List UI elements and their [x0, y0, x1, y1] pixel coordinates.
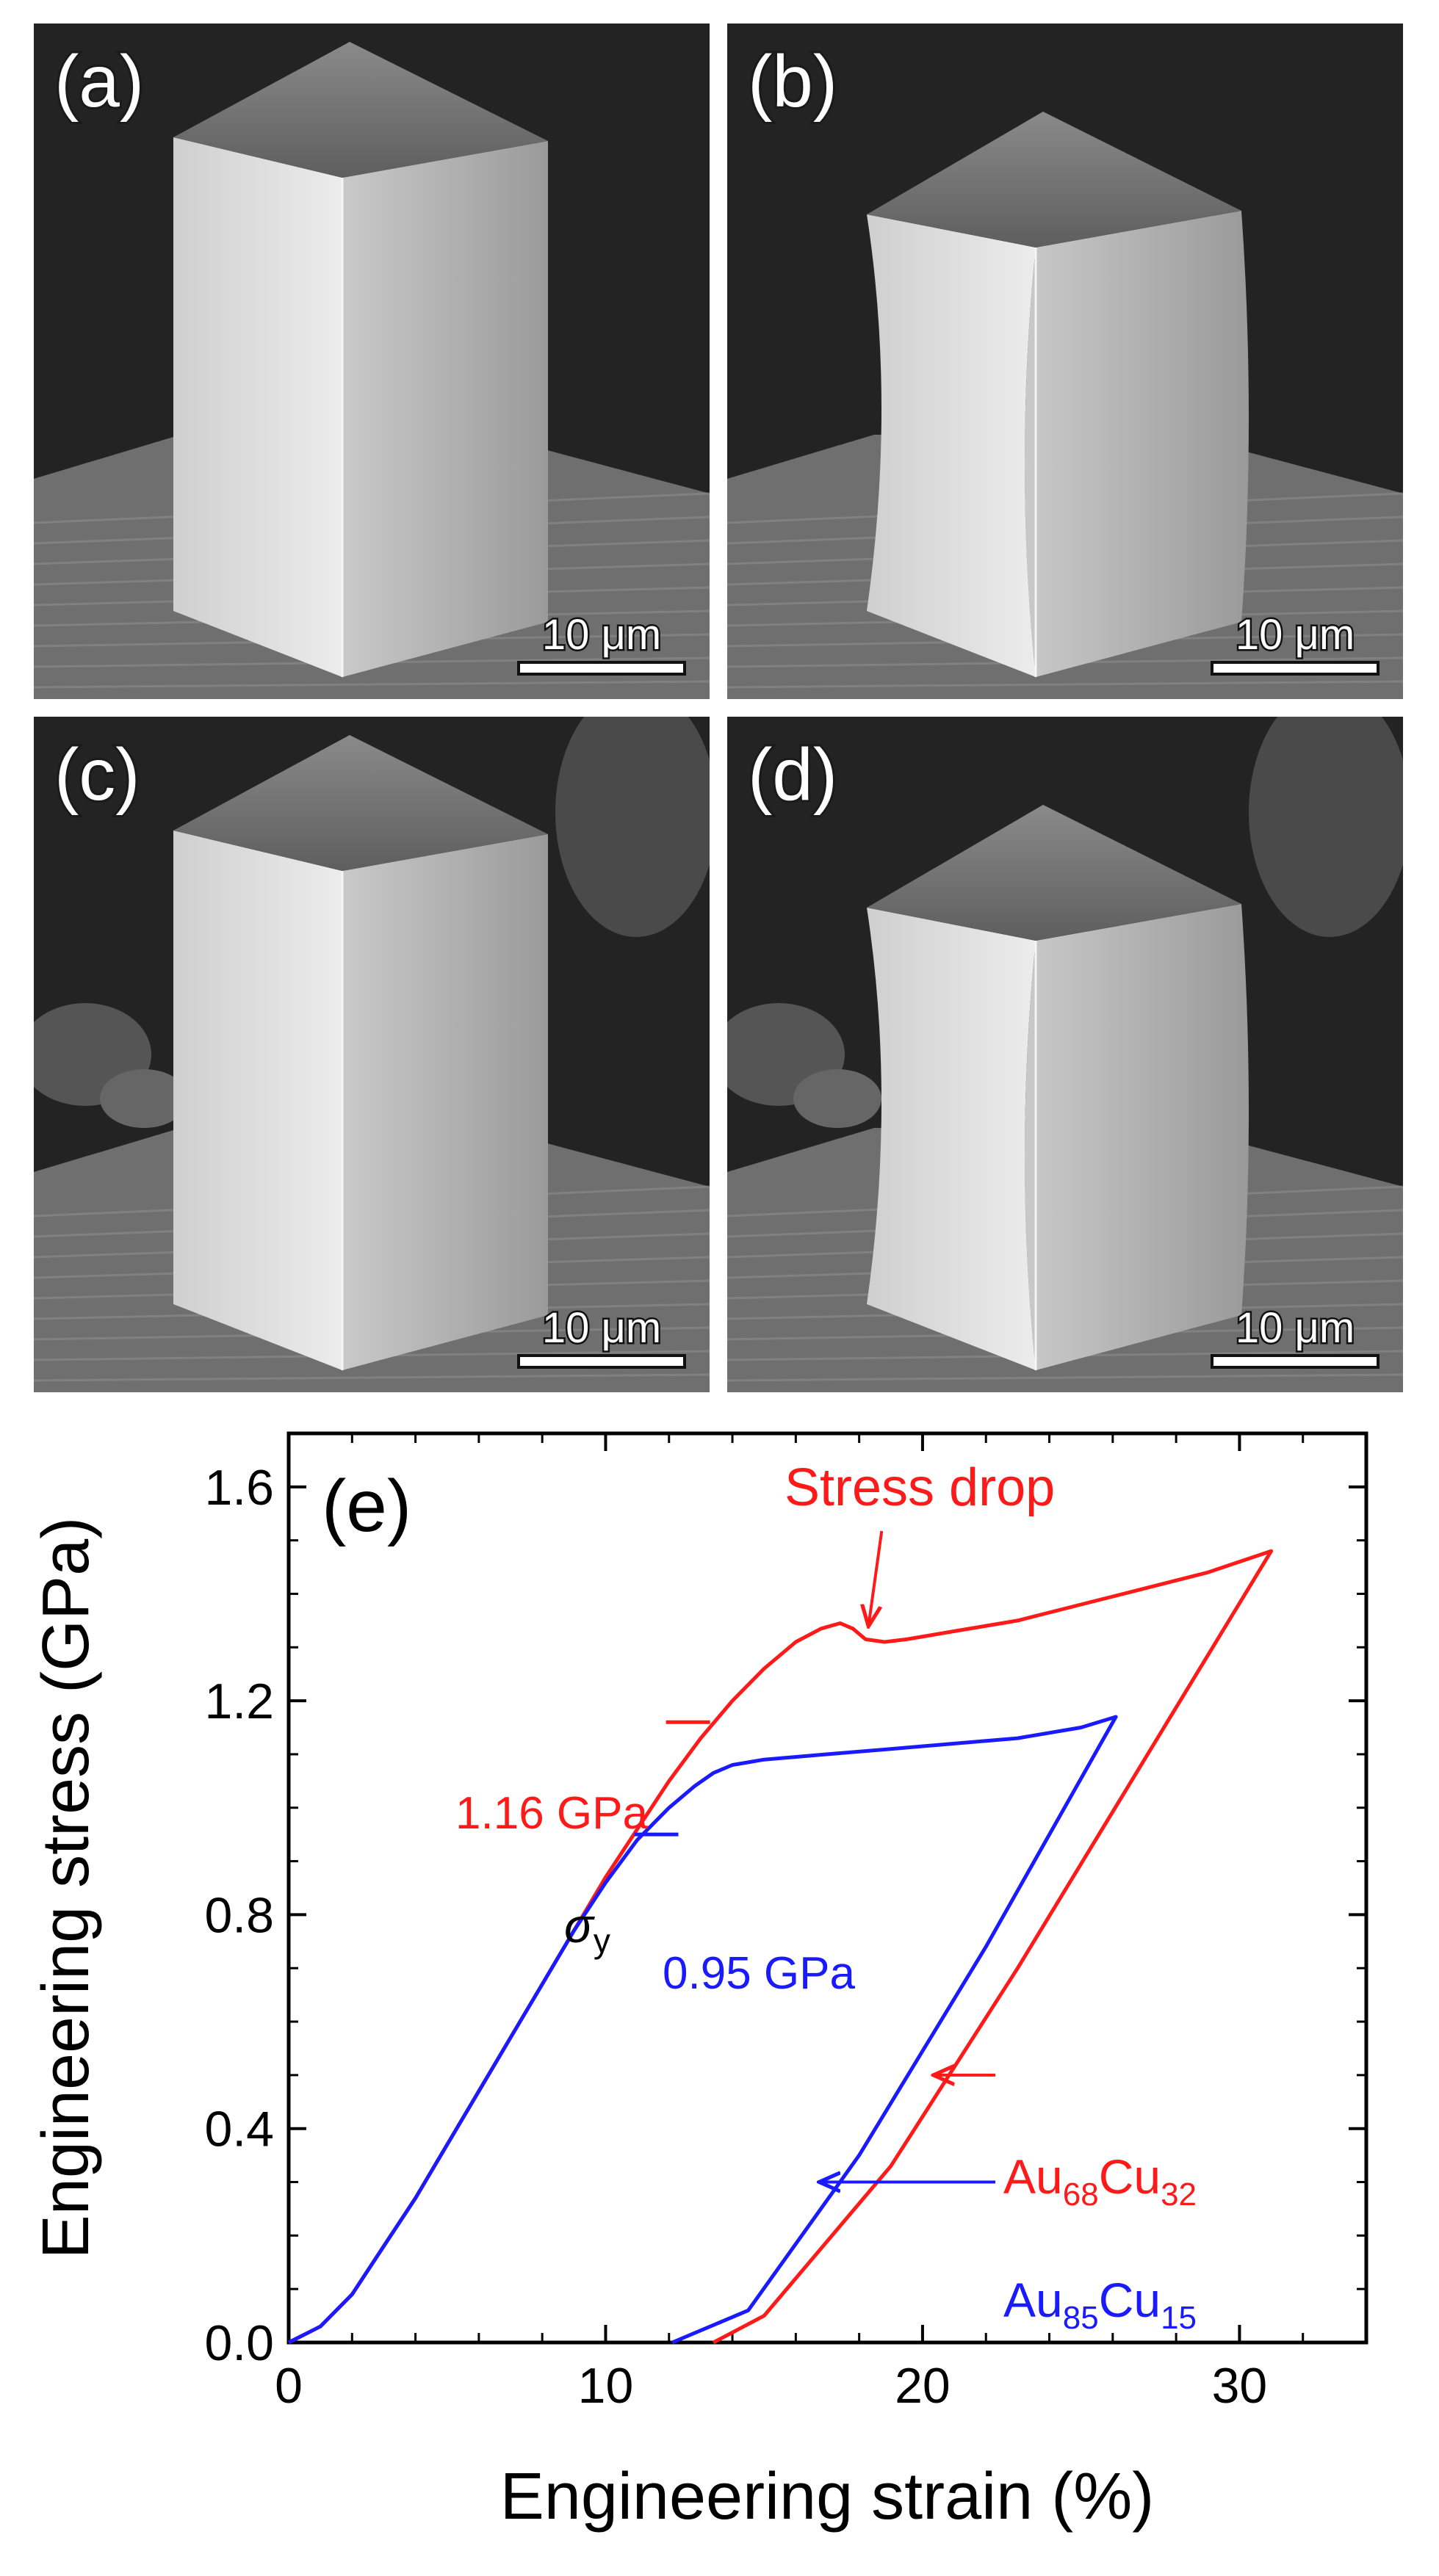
panel-label: (d): [746, 731, 840, 818]
substrate-ridge: [34, 1373, 710, 1382]
scale-bar-label: 10 μm: [1233, 1304, 1356, 1352]
scale-bar-line: [1211, 1354, 1380, 1369]
y-tick-label: 0.0: [204, 2315, 274, 2371]
substrate-ridge: [727, 1373, 1403, 1382]
sigma-y-label: σy: [564, 1898, 610, 1960]
pillar-top-face: [867, 112, 1241, 247]
background-debris: [100, 1069, 188, 1128]
pillar-image: [727, 717, 1403, 1392]
scale-bar-label: 10 μm: [1233, 611, 1356, 659]
pillar-right-face: [342, 834, 548, 1370]
pillar-left-face: [173, 137, 342, 677]
plot-frame: [286, 1431, 1368, 2345]
substrate-ridge: [34, 680, 710, 689]
series-line-au85cu15: [287, 1715, 1118, 2345]
sem-panel-b: (b) 10 μm: [727, 23, 1403, 699]
scale-bar: 10 μm: [1211, 1304, 1380, 1369]
scale-bar: 10 μm: [517, 1304, 686, 1369]
substrate-ridge: [727, 680, 1403, 689]
pillar-left-face: [867, 214, 1036, 677]
y-tick-label: 1.2: [204, 1674, 274, 1729]
pillar-top-face: [867, 805, 1241, 941]
panel-label: (b): [746, 38, 840, 125]
scale-bar-label: 10 μm: [540, 1304, 663, 1352]
series-line-au68cu32: [287, 1549, 1274, 2345]
y-tick-label: 0.4: [204, 2102, 274, 2157]
stress-drop-arrow: [868, 1530, 884, 1627]
au85cu15-legend-label: Au85Cu15: [1003, 2273, 1197, 2336]
scale-bar-line: [517, 661, 686, 676]
pillar-left-face: [173, 831, 342, 1370]
y-tick-label: 0.8: [204, 1887, 274, 1943]
series-lines: [287, 1549, 1274, 2345]
y-tick-label: 1.6: [204, 1460, 274, 1516]
scale-bar-line: [1211, 661, 1380, 676]
scale-bar: 10 μm: [1211, 611, 1380, 676]
x-tick-label: 0: [275, 2358, 303, 2414]
pillar-image: [34, 717, 710, 1392]
au68cu32-legend-label: Au68Cu32: [1003, 2149, 1197, 2213]
scale-bar-label: 10 μm: [540, 611, 663, 659]
x-tick-label: 10: [578, 2358, 634, 2414]
background-debris: [1249, 717, 1403, 937]
sem-panel-d: (d) 10 μm: [727, 717, 1403, 1392]
background-debris: [793, 1069, 881, 1128]
sem-panel-a: (a) 10 μm: [34, 23, 710, 699]
pillar-right-face: [1025, 211, 1249, 677]
sem-panel-c: (c) 10 μm: [34, 717, 710, 1392]
pillar-right-face: [1025, 904, 1249, 1370]
panel-label: (c): [52, 731, 143, 818]
stress-drop-label: Stress drop: [785, 1458, 1055, 1517]
panel-label: (a): [52, 38, 146, 125]
background-debris: [555, 717, 710, 937]
pillar-image: [727, 23, 1403, 699]
x-axis-label: Engineering strain (%): [500, 2460, 1154, 2533]
blue-yield-label: 0.95 GPa: [663, 1948, 855, 1999]
axis-ticks: 0 10 20 30 0.0 0.4 0.8 1.2 1.6: [204, 1433, 1368, 2414]
pillar-top-face: [173, 42, 548, 178]
y-axis-label: Engineering stress (GPa): [29, 1517, 103, 2259]
x-tick-label: 30: [1212, 2358, 1268, 2414]
pillar-right-face: [342, 141, 548, 677]
pillar-top-face: [173, 735, 548, 871]
x-tick-label: 20: [895, 2358, 951, 2414]
scale-bar: 10 μm: [517, 611, 686, 676]
stress-strain-chart: 0 10 20 30 0.0 0.4 0.8 1.2 1.6 (e) Engineering s…: [29, 1431, 1368, 2533]
pillar-image: [34, 23, 710, 699]
panel-label: (e): [322, 1465, 411, 1547]
red-yield-label: 1.16 GPa: [455, 1788, 648, 1839]
scale-bar-line: [517, 1354, 686, 1369]
pillar-left-face: [867, 908, 1036, 1370]
